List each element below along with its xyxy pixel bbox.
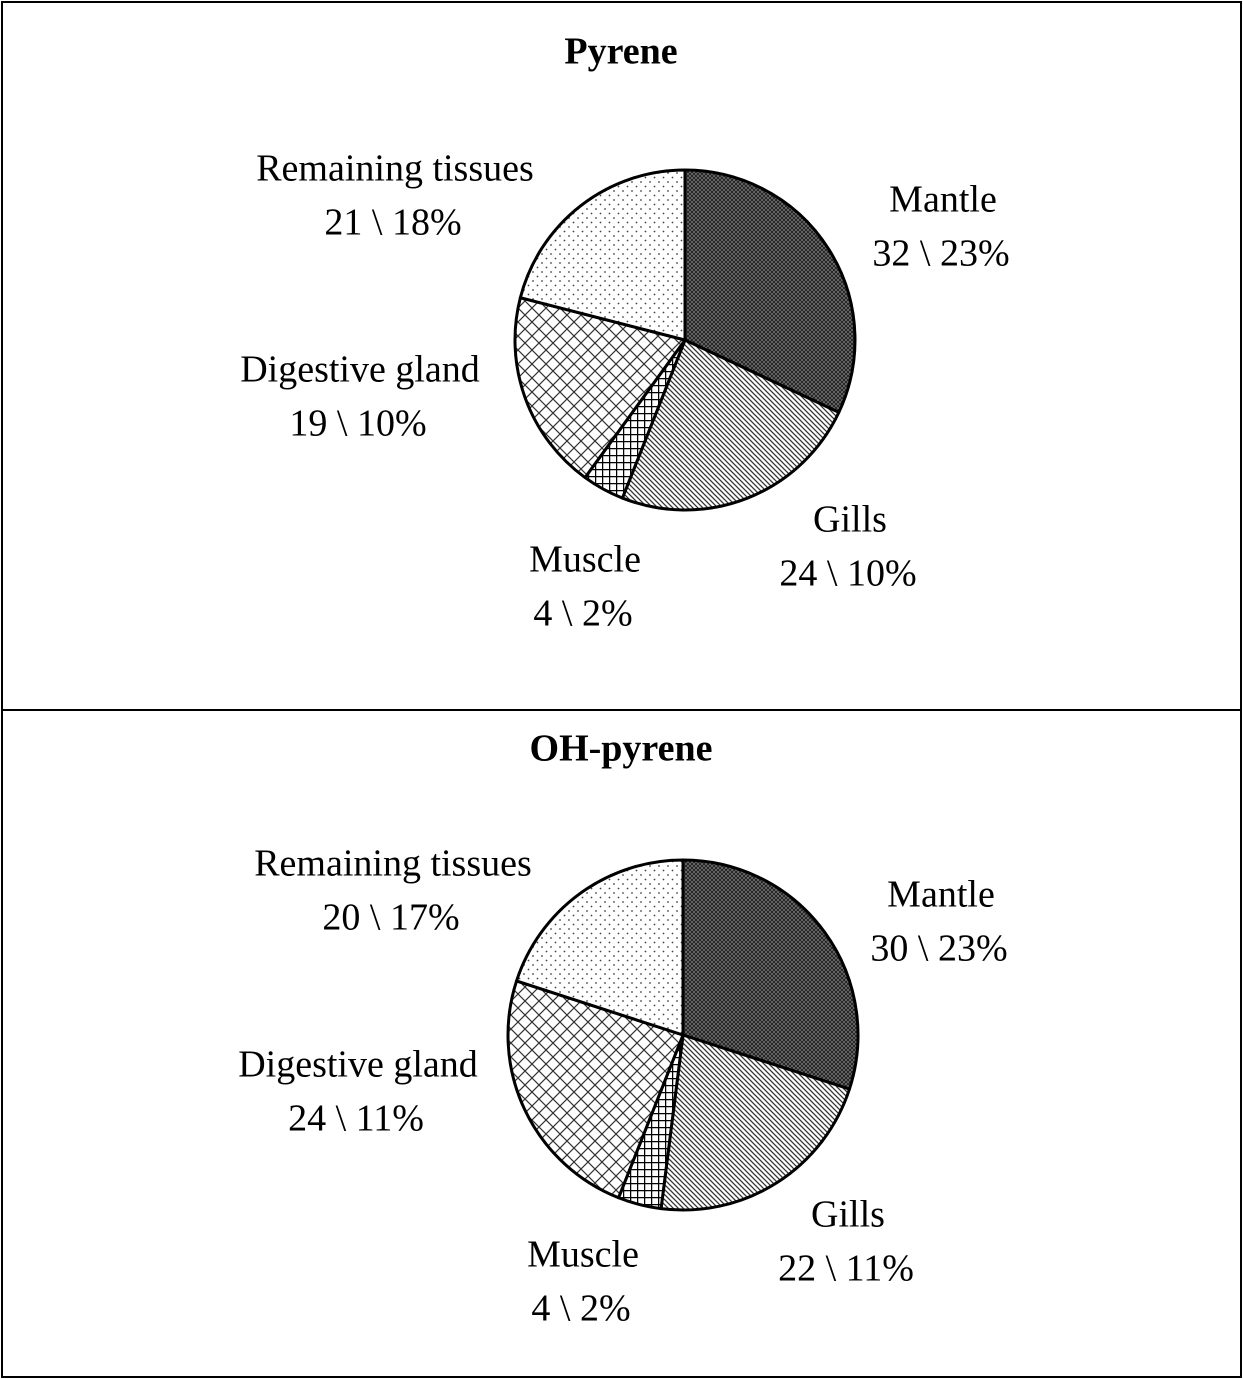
pie-slice <box>515 858 685 1037</box>
pie-slice <box>683 168 857 414</box>
slice-value-label: 20 \ 17% <box>322 897 459 939</box>
slice-value-label: 21 \ 18% <box>324 202 461 244</box>
slice-value-label: 4 \ 2% <box>531 1288 630 1330</box>
chart-title: Pyrene <box>564 31 677 73</box>
pie-slice <box>659 1033 851 1212</box>
slice-label: Digestive gland <box>240 349 480 391</box>
slice-value-label: 30 \ 23% <box>870 928 1007 970</box>
slice-label: Remaining tissues <box>256 148 534 190</box>
chart-title: OH-pyrene <box>530 728 713 770</box>
slice-label: Remaining tissues <box>254 843 532 885</box>
slice-label: Gills <box>811 1194 885 1236</box>
pie-slice <box>513 296 687 480</box>
slice-value-label: 24 \ 10% <box>779 553 916 595</box>
slice-label: Muscle <box>529 539 641 581</box>
pie-slice <box>506 979 685 1200</box>
slice-value-label: 32 \ 23% <box>872 233 1009 275</box>
slice-value-label: 24 \ 11% <box>288 1098 424 1140</box>
slice-value-label: 4 \ 2% <box>533 593 632 635</box>
pie-slice <box>518 168 687 342</box>
slice-label: Gills <box>813 499 887 541</box>
slice-label: Muscle <box>527 1234 639 1276</box>
slice-label: Mantle <box>889 179 997 221</box>
slice-label: Mantle <box>887 874 995 916</box>
slice-label: Digestive gland <box>238 1044 478 1086</box>
slice-value-label: 22 \ 11% <box>778 1248 914 1290</box>
pie-slice <box>620 338 841 512</box>
pie-slice <box>681 858 860 1091</box>
slice-value-label: 19 \ 10% <box>289 403 426 445</box>
